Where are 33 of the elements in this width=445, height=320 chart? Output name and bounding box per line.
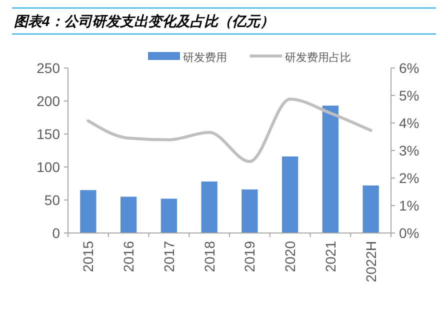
y-tick-label: 100 xyxy=(36,159,60,175)
y-tick-label: 50 xyxy=(44,192,60,208)
legend-label: 研发费用 xyxy=(183,51,227,64)
bar xyxy=(282,156,298,233)
x-tick-label: 2021 xyxy=(322,240,338,272)
y-tick-label: 200 xyxy=(36,93,60,109)
y2-tick-label: 3% xyxy=(399,142,420,158)
y2-tick-label: 5% xyxy=(399,88,420,104)
y-tick-label: 0 xyxy=(52,225,60,241)
bar xyxy=(160,198,178,233)
x-tick-label: 2019 xyxy=(242,240,258,272)
y2-tick-label: 2% xyxy=(399,170,420,186)
x-tick-label: 2020 xyxy=(282,240,298,272)
x-tick-label: 2018 xyxy=(201,240,218,272)
legend-label: 研发费用占比 xyxy=(285,51,351,64)
x-tick-label: 2017 xyxy=(160,240,177,272)
y2-tick-label: 6% xyxy=(399,60,420,76)
bar xyxy=(80,190,96,233)
line-series xyxy=(86,98,372,163)
y-tick-label: 250 xyxy=(36,60,60,76)
y2-tick-label: 4% xyxy=(399,115,420,131)
bar xyxy=(322,106,339,233)
bar xyxy=(242,189,258,233)
chart-title: 图表4：公司研发支出变化及占比（亿元） xyxy=(14,13,274,29)
x-tick-label: 2016 xyxy=(120,240,137,272)
y-tick-label: 150 xyxy=(36,126,60,142)
x-tick-label: 2022H xyxy=(362,241,379,282)
bar xyxy=(201,182,218,233)
x-tick-label: 2015 xyxy=(80,240,96,272)
y2-tick-label: 0% xyxy=(399,225,420,241)
bar xyxy=(120,196,137,233)
bar xyxy=(362,185,379,233)
y2-tick-label: 1% xyxy=(399,198,420,214)
